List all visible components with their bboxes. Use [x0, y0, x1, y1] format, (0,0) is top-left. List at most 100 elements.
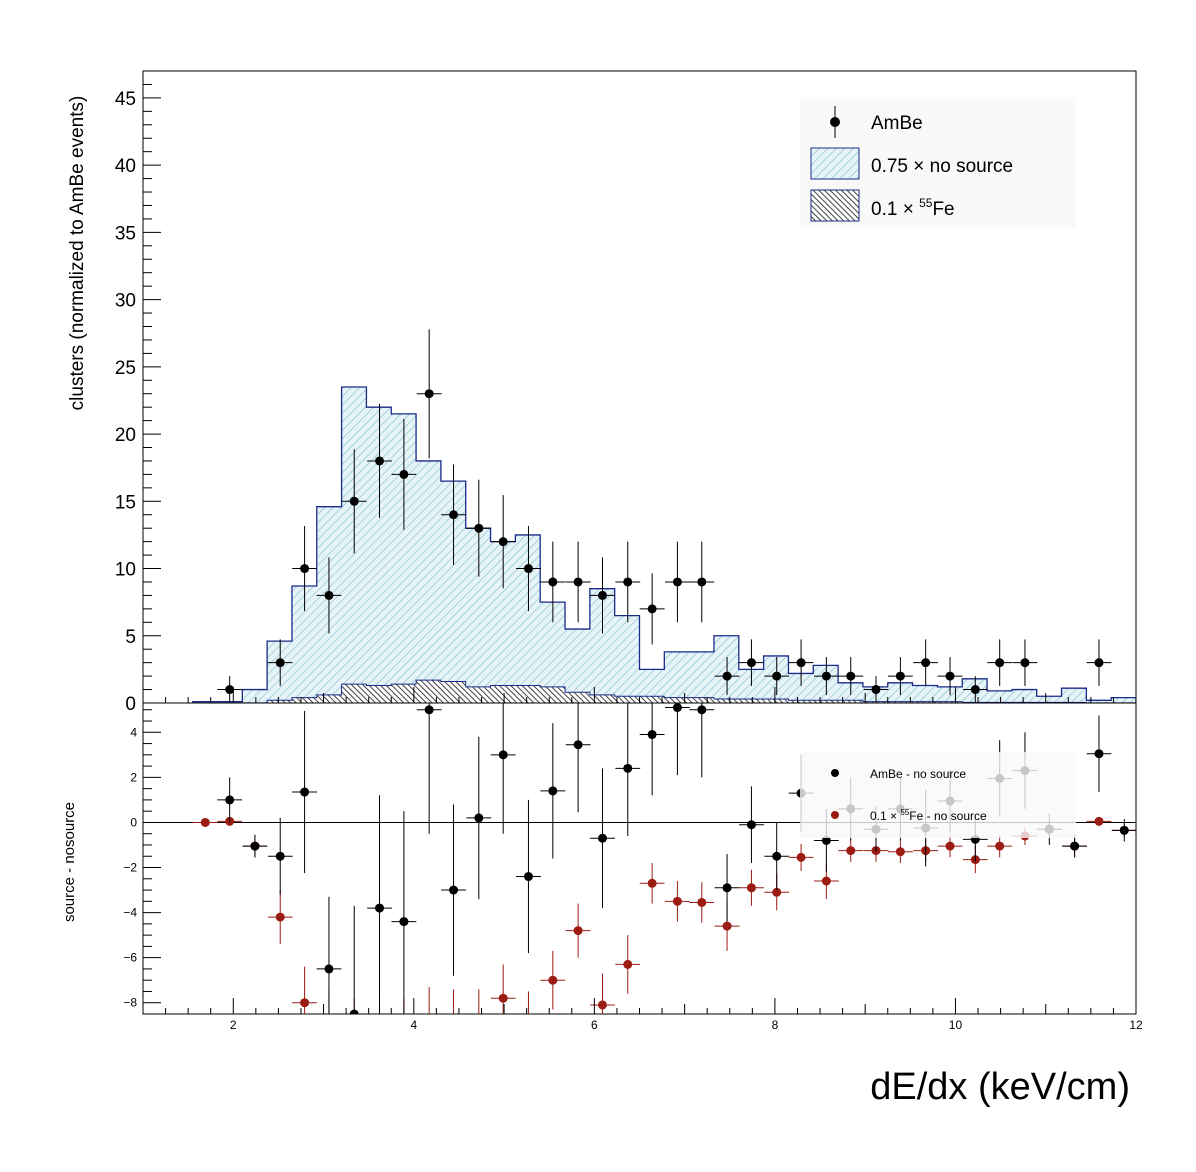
ambe-diff-point [821, 835, 831, 845]
fe55-bar [689, 697, 714, 703]
ambe-point [300, 564, 310, 574]
ambe-diff-point [275, 851, 285, 861]
fe55-diff-point [300, 998, 310, 1008]
legend-label-fe55: 0.1 × 55Fe [871, 196, 955, 220]
nosource-bar [192, 701, 218, 703]
ambe-point [597, 590, 607, 600]
x-axis-label: dE/dx (keV/cm) [870, 1066, 1130, 1108]
top-y-tick-label: 20 [115, 425, 136, 446]
nosource-bar [267, 641, 292, 703]
bottom-frame [142, 702, 1137, 1015]
top-y-tick-label: 40 [115, 156, 136, 177]
ambe-point [921, 658, 931, 668]
fe55-bar [366, 685, 392, 703]
bottom-y-tick-label: 4 [130, 725, 137, 739]
fe55-bar [565, 692, 590, 703]
legend-swatch-fe55 [810, 189, 860, 222]
fe55-bar [664, 697, 690, 703]
nosource-bar [689, 651, 714, 703]
ambe-point [746, 658, 756, 668]
ambe-point [647, 604, 657, 614]
ambe-diff-point [647, 730, 657, 740]
ambe-diff-point [722, 883, 732, 893]
fe55-diff-point [375, 1032, 384, 1041]
ambe-diff-point [1094, 749, 1104, 759]
nosource-bar [987, 690, 1012, 703]
fe55-diff-point [623, 959, 633, 969]
ambe-diff-point [225, 795, 235, 805]
ambe-diff-point [498, 750, 508, 760]
fe55-bar [639, 696, 665, 703]
fe55-diff-point [821, 876, 831, 886]
ambe-point [349, 496, 359, 506]
ambe-diff-point [1119, 825, 1129, 835]
fe55-diff-point [772, 887, 782, 897]
nosource-bar [813, 665, 839, 703]
fe55-bar [912, 701, 938, 703]
ambe-diff-point [1070, 841, 1080, 851]
ambe-diff-point [324, 964, 334, 974]
legend-marker-ambe [830, 117, 840, 127]
fe55-bar [614, 696, 640, 703]
nosource-bar [515, 534, 541, 703]
fe55-bar [465, 686, 491, 703]
nosource-outline [192, 386, 1136, 703]
legend-item-nosource: 0.75 × no source [810, 147, 1013, 180]
fe55-bar [713, 698, 739, 703]
nosource-bar [664, 651, 690, 703]
fe55-bar [738, 698, 764, 703]
legend-swatch-nosource [810, 147, 860, 180]
nosource-bar [1036, 696, 1062, 703]
x-tick-label: 4 [410, 1018, 417, 1032]
legend-marker-ambe-diff [831, 769, 839, 777]
top-y-tick-label: 5 [125, 627, 136, 648]
x-tick-label: 6 [591, 1018, 598, 1032]
top-y-tick-label: 15 [115, 492, 136, 513]
ambe-point [449, 510, 459, 520]
ambe-point [1020, 658, 1030, 668]
bottom-legend: AmBe - no source 0.1 × 55Fe - no source [800, 752, 1076, 838]
bottom-legend-box [800, 752, 1076, 838]
fe55-diff-point [895, 847, 905, 857]
fe55-diff-point [697, 897, 707, 907]
top-y-tick-label: 10 [115, 560, 136, 581]
ambe-point [995, 658, 1005, 668]
top-plot-area [192, 329, 1136, 703]
ambe-diff-point [597, 833, 607, 843]
fe55-diff-point [647, 878, 657, 888]
ambe-diff-point [548, 786, 558, 796]
bottom-panel: −8 −6 −4 −2 0 2 4 source - nosource AmBe - no … [61, 702, 1137, 1041]
fe55-bar [813, 700, 839, 703]
ambe-point [945, 671, 955, 681]
ambe-diff-point [746, 820, 756, 830]
fe55-bar [341, 684, 367, 703]
ambe-point [796, 658, 806, 668]
legend-item-ambe-diff: AmBe - no source [831, 767, 966, 781]
ambe-diff-point [399, 917, 409, 927]
x-tick-label: 10 [949, 1018, 963, 1032]
bottom-y-tick-label: −2 [123, 861, 137, 875]
nosource-bar [366, 407, 392, 703]
fe55-bar [515, 685, 541, 703]
ambe-diff-point [697, 705, 707, 715]
nosource-bar [862, 686, 888, 703]
ambe-diff-point [772, 851, 782, 861]
ambe-diff-point [573, 740, 583, 750]
fe55-bar [391, 684, 417, 703]
fe55-diff-point [425, 1021, 434, 1030]
ambe-point [1094, 658, 1104, 668]
fe55-bar [788, 700, 814, 703]
x-tick-label: 8 [772, 1018, 779, 1032]
ambe-point [821, 671, 831, 681]
fe55-diff-point [672, 896, 682, 906]
fe55-diff-point [746, 883, 756, 893]
fe55-bar [937, 701, 963, 703]
ambe-point [672, 577, 682, 587]
bottom-y-tick-label: −4 [123, 906, 137, 920]
fe55-diff-point [324, 1021, 333, 1030]
fe55-diff-point [722, 921, 732, 931]
fe55-bar [838, 700, 863, 703]
ambe-point [474, 523, 484, 533]
fe55-diff-point [548, 975, 558, 985]
fe55-diff-point [796, 852, 806, 862]
